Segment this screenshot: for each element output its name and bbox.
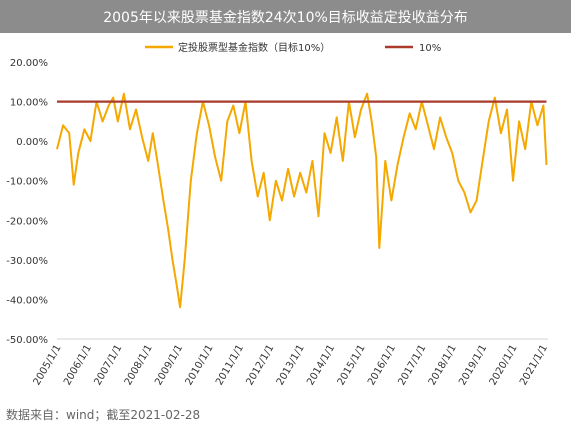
x-tick-label: 2012/1/1 [244,343,276,387]
y-tick-label: 0.00% [16,137,48,148]
series-layer [56,92,548,309]
y-tick-label: 10.00% [10,98,48,109]
source-note: 数据来自：wind；截至2021-02-28 [6,408,201,422]
series-line-fund-index [56,92,548,309]
x-tick-label: 2008/1/1 [123,343,155,387]
y-axis: 20.00% 10.00% 0.00% -10.00% -20.00% -30.00% -4… [6,58,48,346]
x-tick-label: 2018/1/1 [427,343,459,387]
y-tick-label: -20.00% [6,216,48,227]
x-tick-label: 2009/1/1 [153,343,185,387]
chart-svg: 定投股票型基金指数（目标10%） 10% 20.00% 10.00% 0.00% -10… [6,41,550,387]
x-tick-label: 2013/1/1 [275,343,307,387]
x-tick-label: 2005/1/1 [32,343,64,387]
y-tick-label: -40.00% [6,295,48,306]
y-tick-label: -30.00% [6,256,48,267]
legend-label: 10% [419,43,441,54]
x-tick-label: 2021/1/1 [518,343,550,387]
y-tick-label: 20.00% [10,58,48,69]
x-tick-label: 2015/1/1 [336,343,368,387]
x-tick-label: 2007/1/1 [92,343,124,387]
x-axis: 2005/1/12006/1/12007/1/12008/1/12009/1/1… [32,338,550,387]
x-tick-label: 2020/1/1 [488,343,520,387]
y-tick-label: -10.00% [6,177,48,188]
chart-title: 2005年以来股票基金指数24次10%目标收益定投收益分布 [0,0,571,33]
y-tick-label: -50.00% [6,335,48,346]
x-tick-label: 2006/1/1 [62,343,94,387]
x-tick-label: 2016/1/1 [366,343,398,387]
x-tick-label: 2019/1/1 [457,343,489,387]
x-tick-label: 2010/1/1 [184,343,216,387]
chart-frame: 2005年以来股票基金指数24次10%目标收益定投收益分布 定投股票型基金指数（… [0,0,571,387]
x-tick-label: 2014/1/1 [305,343,337,387]
legend: 定投股票型基金指数（目标10%） 10% [145,41,441,54]
x-tick-label: 2011/1/1 [214,343,246,387]
x-tick-label: 2017/1/1 [396,343,428,387]
legend-label: 定投股票型基金指数（目标10%） [178,41,330,54]
